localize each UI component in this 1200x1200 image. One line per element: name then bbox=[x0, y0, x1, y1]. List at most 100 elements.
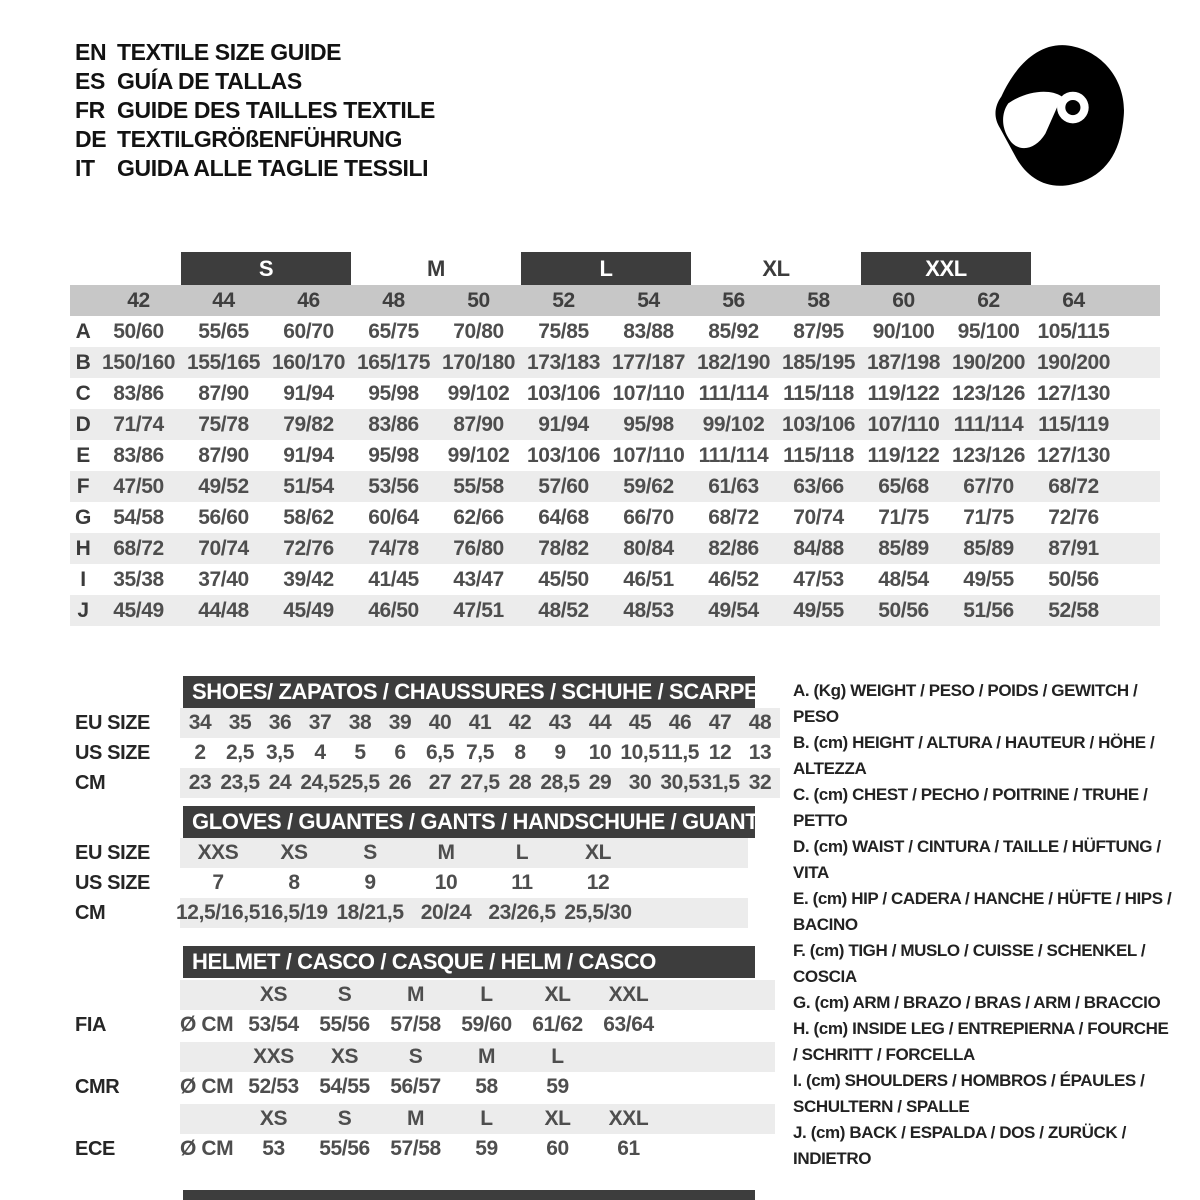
size-value: 67/70 bbox=[963, 474, 1014, 498]
helmet-size-label: S bbox=[337, 983, 352, 1006]
eu-size-value: 44 bbox=[212, 288, 235, 312]
size-value: 49/54 bbox=[708, 598, 759, 622]
size-value: 111/114 bbox=[698, 443, 769, 467]
glove-cm-size: 18/21,5 bbox=[336, 901, 404, 924]
size-value: 37/40 bbox=[198, 567, 249, 591]
language-title: GUIDA ALLE TAGLIE TESSILI bbox=[117, 155, 429, 181]
helmet-size-label: L bbox=[480, 983, 493, 1006]
diameter-unit: Ø CM bbox=[180, 1137, 234, 1160]
shoe-eu-size: 38 bbox=[348, 711, 372, 734]
size-value: 182/190 bbox=[696, 350, 771, 374]
size-band-l: L bbox=[521, 252, 691, 285]
size-value: 99/102 bbox=[447, 381, 510, 405]
helmet-cm-value: 55/56 bbox=[319, 1137, 370, 1160]
size-value: 87/91 bbox=[1048, 536, 1099, 560]
helmet-cm-value: 59/60 bbox=[461, 1013, 512, 1036]
size-value: 74/78 bbox=[368, 536, 419, 560]
shoe-us-size: 9 bbox=[554, 741, 566, 764]
legend-entry: G. (cm) ARM / BRAZO / BRAS / ARM / BRACC… bbox=[793, 993, 1161, 1012]
size-value: 76/80 bbox=[453, 536, 504, 560]
shoe-cm-size: 30,5 bbox=[660, 771, 700, 794]
shoe-cm-size: 25,5 bbox=[340, 771, 380, 794]
shoe-eu-size: 35 bbox=[228, 711, 252, 734]
shoe-cm-size: 28 bbox=[508, 771, 532, 794]
strip-spacer bbox=[70, 285, 96, 316]
size-value: 187/198 bbox=[866, 350, 941, 374]
shoes-cm-row: 23 23,5 24 24,5 25,5 26 27 27,5 28 28,5 29 30 30,5 31… bbox=[180, 768, 780, 798]
shoe-us-size: 2 bbox=[194, 741, 206, 764]
legend-entry: A. (Kg) WEIGHT / PESO / POIDS / GEWITCH … bbox=[793, 681, 1138, 726]
size-value: 65/75 bbox=[368, 319, 419, 343]
language-title: TEXTILE SIZE GUIDE bbox=[117, 39, 342, 65]
helmet-size-label: XXL bbox=[608, 1107, 649, 1130]
legend-entry: J. (cm) BACK / ESPALDA / DOS / ZURÜCK / … bbox=[793, 1123, 1126, 1168]
glove-us-size: 10 bbox=[434, 871, 458, 894]
spacer bbox=[180, 980, 238, 1010]
helmet-size-label: XL bbox=[544, 1107, 571, 1130]
size-value: 64/68 bbox=[538, 505, 589, 529]
size-value: 45/49 bbox=[113, 598, 164, 622]
helmet-cm-value: 55/56 bbox=[319, 1013, 370, 1036]
helmet-cm-value: 60 bbox=[546, 1137, 569, 1160]
glove-eu-size: S bbox=[363, 841, 377, 864]
size-value: 87/95 bbox=[793, 319, 844, 343]
language-row: EN TEXTILE SIZE GUIDE bbox=[75, 38, 435, 67]
row-letter: H bbox=[75, 536, 91, 560]
glove-us-size: 7 bbox=[212, 871, 224, 894]
size-value: 79/82 bbox=[283, 412, 334, 436]
eu-size-value: 58 bbox=[807, 288, 830, 312]
shoe-cm-size: 27,5 bbox=[460, 771, 500, 794]
row-letter: D bbox=[75, 412, 91, 436]
size-value: 82/86 bbox=[708, 536, 759, 560]
helmet-size-label: XL bbox=[544, 983, 571, 1006]
size-value: 71/75 bbox=[963, 505, 1014, 529]
helmet-cm-value: 57/58 bbox=[390, 1013, 441, 1036]
size-value: 127/130 bbox=[1036, 443, 1111, 467]
diameter-unit: Ø CM bbox=[180, 1013, 234, 1036]
helmet-size-label: M bbox=[406, 1107, 425, 1130]
shoe-us-size: 6,5 bbox=[426, 741, 454, 764]
row-label: EU SIZE bbox=[75, 712, 150, 734]
size-value: 71/75 bbox=[878, 505, 929, 529]
row-letter: A bbox=[75, 319, 91, 343]
size-value: 61/63 bbox=[708, 474, 759, 498]
size-value: 46/50 bbox=[368, 598, 419, 622]
size-value: 70/80 bbox=[453, 319, 504, 343]
size-value: 39/42 bbox=[283, 567, 334, 591]
size-value: 190/200 bbox=[1036, 350, 1111, 374]
helmet-cm-value: 63/64 bbox=[603, 1013, 654, 1036]
size-value: 83/86 bbox=[368, 412, 419, 436]
table-row: A 50/60 55/65 60/70 65/75 70/80 75/85 83/88 85/9… bbox=[70, 316, 1160, 347]
textile-size-table: S M L XL XXL 42 44 46 48 50 52 54 56 58 60 62 64 A 50/60… bbox=[70, 252, 1160, 626]
shoe-us-size: 10 bbox=[588, 741, 612, 764]
helmet-cm-value: 59 bbox=[546, 1075, 569, 1098]
row-letter: G bbox=[75, 505, 91, 529]
size-value: 105/115 bbox=[1037, 319, 1110, 343]
shoe-cm-size: 28,5 bbox=[540, 771, 580, 794]
size-value: 103/106 bbox=[526, 443, 601, 467]
helmet-section-header: HELMET / CASCO / CASQUE / HELM / CASCO bbox=[183, 946, 755, 978]
row-letter: E bbox=[76, 443, 90, 467]
eu-size-strip: 42 44 46 48 50 52 54 56 58 60 62 64 bbox=[70, 285, 1160, 316]
size-value: 83/86 bbox=[113, 443, 164, 467]
language-code: ES bbox=[75, 68, 105, 94]
spacer bbox=[180, 1042, 238, 1072]
language-row: FR GUIDE DES TAILLES TEXTILE bbox=[75, 96, 435, 125]
glove-cm-size: 25,5/30 bbox=[564, 901, 632, 924]
helmet-size-label: S bbox=[408, 1045, 423, 1068]
size-value: 66/70 bbox=[623, 505, 674, 529]
size-value: 111/114 bbox=[698, 381, 769, 405]
size-band-s: S bbox=[181, 252, 351, 285]
size-value: 99/102 bbox=[702, 412, 765, 436]
spacer bbox=[180, 1104, 238, 1134]
row-label: CM bbox=[75, 902, 106, 924]
shoe-cm-size: 29 bbox=[588, 771, 612, 794]
textile-table-body: A 50/60 55/65 60/70 65/75 70/80 75/85 83/88 85/9… bbox=[70, 316, 1160, 626]
helmet-cm-value bbox=[593, 1072, 664, 1102]
size-value: 48/54 bbox=[878, 567, 929, 591]
table-row: D 71/74 75/78 79/82 83/86 87/90 91/94 95/98 99/1… bbox=[70, 409, 1160, 440]
table-row: C 83/86 87/90 91/94 95/98 99/102 103/106 107/11… bbox=[70, 378, 1160, 409]
shoe-cm-size: 26 bbox=[388, 771, 412, 794]
row-label: US SIZE bbox=[75, 742, 150, 764]
size-value: 127/130 bbox=[1036, 381, 1111, 405]
